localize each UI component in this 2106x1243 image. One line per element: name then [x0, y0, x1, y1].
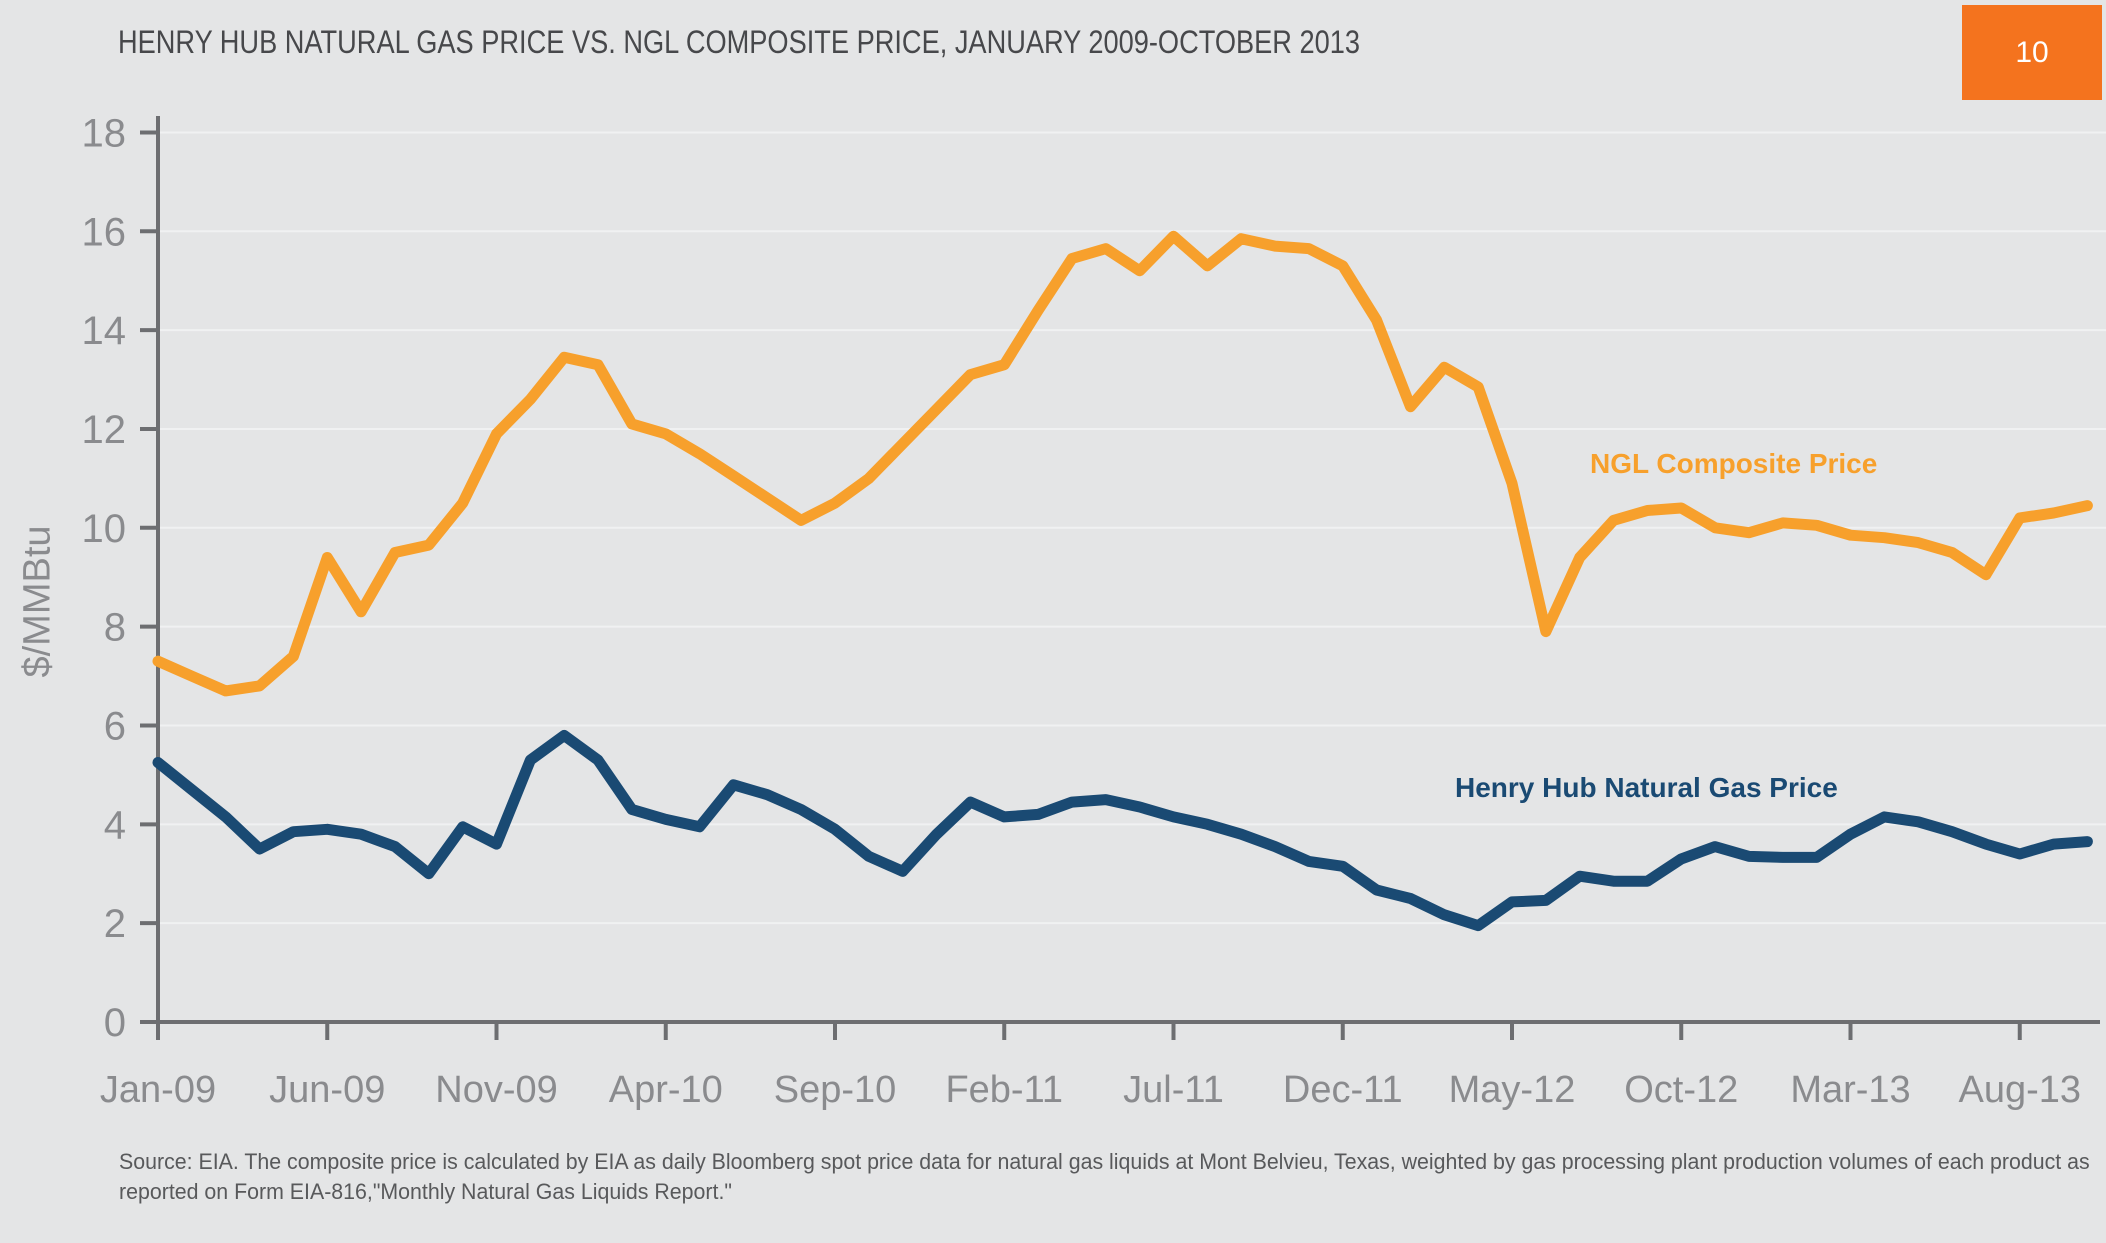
- tick-labels: 0 2 4 6 8 10 12 14 16 18 Jan-09 Jun-09 Nov-09 Apr-10 S…: [82, 111, 2082, 1111]
- series-lines: [152, 230, 2093, 932]
- x-tick-label-Oct-12: Oct-12: [1624, 1069, 1738, 1111]
- y-tick-label-0: 0: [104, 1001, 126, 1045]
- x-tick-label-Aug-13: Aug-13: [1958, 1069, 2081, 1111]
- y-tick-label-12: 12: [82, 408, 127, 452]
- ngl-composite-price-line: [152, 230, 2093, 697]
- henry-hub-series-label: Henry Hub Natural Gas Price: [1455, 772, 1838, 803]
- y-tick-label-4: 4: [104, 803, 126, 847]
- y-tick-label-16: 16: [82, 210, 127, 254]
- y-tick-label-6: 6: [104, 704, 126, 748]
- x-tick-label-Mar-13: Mar-13: [1790, 1069, 1910, 1111]
- source-note-line2: reported on Form EIA-816,"Monthly Natura…: [119, 1179, 732, 1204]
- y-tick-label-8: 8: [104, 606, 126, 650]
- x-tick-label-Sep-10: Sep-10: [774, 1069, 897, 1111]
- henry-hub-natural-gas-price-line: [152, 729, 2093, 932]
- x-tick-label-May-12: May-12: [1449, 1069, 1576, 1111]
- chart-title: HENRY HUB NATURAL GAS PRICE VS. NGL COMP…: [118, 24, 1360, 60]
- x-tick-label-Dec-11: Dec-11: [1283, 1069, 1403, 1111]
- page-number: 10: [2015, 35, 2049, 69]
- y-tick-label-14: 14: [82, 309, 127, 353]
- axes: [140, 116, 2100, 1040]
- source-note-line1: Source: EIA. The composite price is calc…: [119, 1149, 2090, 1174]
- x-tick-label-Jul-11: Jul-11: [1123, 1069, 1224, 1111]
- y-tick-label-18: 18: [82, 111, 127, 155]
- y-tick-label-10: 10: [82, 507, 127, 551]
- x-tick-label-Jan-09: Jan-09: [100, 1069, 216, 1111]
- x-tick-label-Feb-11: Feb-11: [945, 1069, 1063, 1111]
- y-tick-label-2: 2: [104, 902, 126, 946]
- source-note: Source: EIA. The composite price is calc…: [119, 1147, 2090, 1207]
- ngl-series-label: NGL Composite Price: [1590, 448, 1878, 479]
- x-tick-label-Apr-10: Apr-10: [609, 1069, 723, 1111]
- x-tick-label-Nov-09: Nov-09: [435, 1069, 558, 1111]
- x-tick-label-Jun-09: Jun-09: [269, 1069, 385, 1111]
- y-axis-title: $/MMBtu: [16, 525, 59, 678]
- page-number-badge: 10: [1962, 5, 2102, 100]
